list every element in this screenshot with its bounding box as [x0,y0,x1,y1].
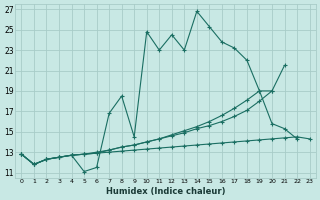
X-axis label: Humidex (Indice chaleur): Humidex (Indice chaleur) [106,187,225,196]
